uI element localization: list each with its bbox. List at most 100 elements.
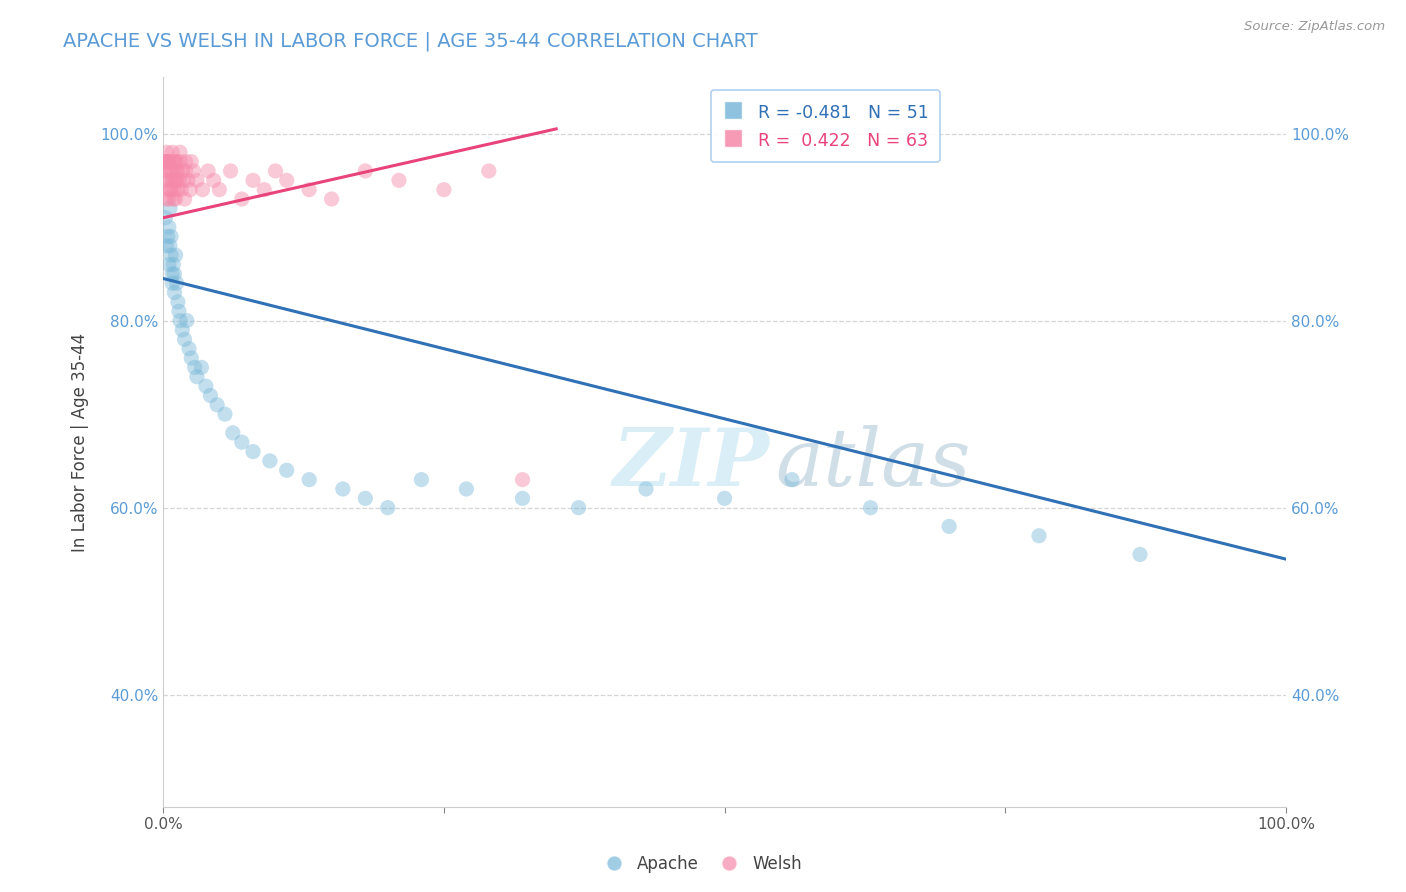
Point — [276, 463, 298, 477]
Point — [174, 164, 197, 178]
Point — [231, 435, 253, 450]
Point — [219, 164, 242, 178]
Y-axis label: In Labor Force | Age 35-44: In Labor Force | Age 35-44 — [72, 333, 89, 552]
Point — [159, 202, 181, 216]
Point — [157, 220, 180, 235]
Point — [163, 285, 186, 300]
Point — [170, 183, 193, 197]
Point — [162, 258, 184, 272]
Point — [177, 173, 200, 187]
Point — [173, 332, 195, 346]
Point — [160, 276, 183, 290]
Point — [166, 154, 188, 169]
Point — [276, 173, 298, 187]
Point — [388, 173, 411, 187]
Point — [354, 491, 377, 506]
Point — [197, 164, 219, 178]
Point — [190, 360, 212, 375]
Point — [156, 154, 179, 169]
Point — [354, 164, 377, 178]
Point — [180, 351, 202, 365]
Point — [165, 173, 187, 187]
Point — [160, 267, 183, 281]
Point — [155, 211, 177, 225]
Point — [166, 294, 188, 309]
Point — [160, 248, 183, 262]
Point — [169, 313, 191, 327]
Text: atlas: atlas — [775, 425, 970, 503]
Point — [1028, 529, 1050, 543]
Point — [568, 500, 591, 515]
Point — [167, 304, 190, 318]
Point — [155, 154, 177, 169]
Point — [172, 323, 194, 337]
Point — [169, 154, 191, 169]
Point — [205, 398, 228, 412]
Point — [162, 173, 184, 187]
Point — [183, 164, 205, 178]
Point — [172, 164, 194, 178]
Point — [194, 379, 217, 393]
Point — [160, 183, 183, 197]
Point — [153, 154, 176, 169]
Point — [222, 425, 245, 440]
Point — [180, 154, 202, 169]
Point — [938, 519, 960, 533]
Point — [264, 164, 287, 178]
Point — [183, 360, 205, 375]
Point — [156, 154, 179, 169]
Point — [456, 482, 478, 496]
Point — [155, 173, 177, 187]
Point — [186, 173, 208, 187]
Point — [208, 183, 231, 197]
Point — [166, 173, 188, 187]
Point — [165, 192, 187, 206]
Point — [160, 173, 183, 187]
Point — [156, 229, 179, 244]
Text: APACHE VS WELSH IN LABOR FORCE | AGE 35-44 CORRELATION CHART: APACHE VS WELSH IN LABOR FORCE | AGE 35-… — [63, 31, 758, 51]
Point — [160, 164, 183, 178]
Point — [242, 173, 264, 187]
Point — [163, 154, 186, 169]
Point — [512, 473, 534, 487]
Point — [159, 154, 181, 169]
Text: ZIP: ZIP — [613, 425, 769, 503]
Point — [200, 388, 222, 402]
Point — [160, 229, 183, 244]
Point — [157, 164, 180, 178]
Point — [202, 173, 225, 187]
Point — [160, 164, 183, 178]
Point — [166, 276, 188, 290]
Point — [160, 145, 183, 160]
Point — [167, 173, 190, 187]
Point — [298, 473, 321, 487]
Point — [157, 154, 180, 169]
Point — [156, 183, 179, 197]
Point — [159, 239, 181, 253]
Point — [174, 154, 197, 169]
Point — [321, 192, 343, 206]
Point — [155, 239, 177, 253]
Point — [186, 369, 208, 384]
Text: Source: ZipAtlas.com: Source: ZipAtlas.com — [1244, 20, 1385, 33]
Point — [214, 407, 236, 421]
Point — [859, 500, 882, 515]
Point — [242, 444, 264, 458]
Point — [169, 145, 191, 160]
Point — [411, 473, 433, 487]
Point — [231, 192, 253, 206]
Point — [780, 473, 803, 487]
Point — [433, 183, 456, 197]
Point — [155, 192, 177, 206]
Point — [155, 145, 177, 160]
Point — [332, 482, 354, 496]
Point — [166, 164, 188, 178]
Point — [298, 183, 321, 197]
Point — [179, 183, 201, 197]
Point — [191, 183, 214, 197]
Point — [259, 454, 281, 468]
Point — [162, 192, 184, 206]
Point — [713, 491, 735, 506]
Point — [166, 164, 188, 178]
Point — [159, 183, 181, 197]
